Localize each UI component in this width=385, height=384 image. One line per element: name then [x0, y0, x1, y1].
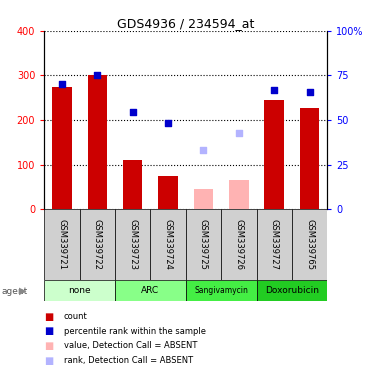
- Text: count: count: [64, 312, 87, 321]
- Text: ▶: ▶: [18, 286, 26, 296]
- Text: ■: ■: [44, 326, 54, 336]
- Bar: [256, 209, 292, 280]
- Point: [94, 72, 100, 78]
- Point: [165, 120, 171, 126]
- Text: Sangivamycin: Sangivamycin: [194, 286, 248, 295]
- Bar: [123, 160, 142, 209]
- Text: rank, Detection Call = ABSENT: rank, Detection Call = ABSENT: [64, 356, 192, 365]
- Text: agent: agent: [2, 286, 28, 296]
- Text: Doxorubicin: Doxorubicin: [265, 286, 319, 295]
- Bar: [44, 280, 115, 301]
- Point: [306, 89, 313, 95]
- Point: [236, 130, 242, 136]
- Text: GSM339725: GSM339725: [199, 219, 208, 270]
- Bar: [88, 75, 107, 209]
- Text: GSM339721: GSM339721: [57, 219, 67, 270]
- Text: percentile rank within the sample: percentile rank within the sample: [64, 327, 206, 336]
- Bar: [194, 189, 213, 209]
- Bar: [44, 209, 80, 280]
- Bar: [158, 176, 178, 209]
- Text: ■: ■: [44, 356, 54, 366]
- Text: ■: ■: [44, 341, 54, 351]
- Text: none: none: [68, 286, 91, 295]
- Bar: [229, 180, 249, 209]
- Bar: [300, 108, 319, 209]
- Text: GSM339726: GSM339726: [234, 219, 243, 270]
- Text: GSM339724: GSM339724: [164, 219, 172, 270]
- Text: GSM339722: GSM339722: [93, 219, 102, 270]
- Bar: [186, 209, 221, 280]
- Bar: [80, 209, 115, 280]
- Text: GSM339723: GSM339723: [128, 219, 137, 270]
- Bar: [256, 280, 327, 301]
- Bar: [292, 209, 327, 280]
- Point: [200, 147, 206, 153]
- Point: [59, 81, 65, 88]
- Title: GDS4936 / 234594_at: GDS4936 / 234594_at: [117, 17, 254, 30]
- Point: [130, 109, 136, 115]
- Bar: [52, 86, 72, 209]
- Text: value, Detection Call = ABSENT: value, Detection Call = ABSENT: [64, 341, 197, 351]
- Bar: [264, 100, 284, 209]
- Text: GSM339727: GSM339727: [270, 219, 279, 270]
- Text: ■: ■: [44, 312, 54, 322]
- Bar: [221, 209, 256, 280]
- Text: GSM339765: GSM339765: [305, 219, 314, 270]
- Bar: [151, 209, 186, 280]
- Point: [271, 86, 277, 93]
- Bar: [115, 209, 151, 280]
- Bar: [186, 280, 256, 301]
- Text: ARC: ARC: [141, 286, 159, 295]
- Bar: [115, 280, 186, 301]
